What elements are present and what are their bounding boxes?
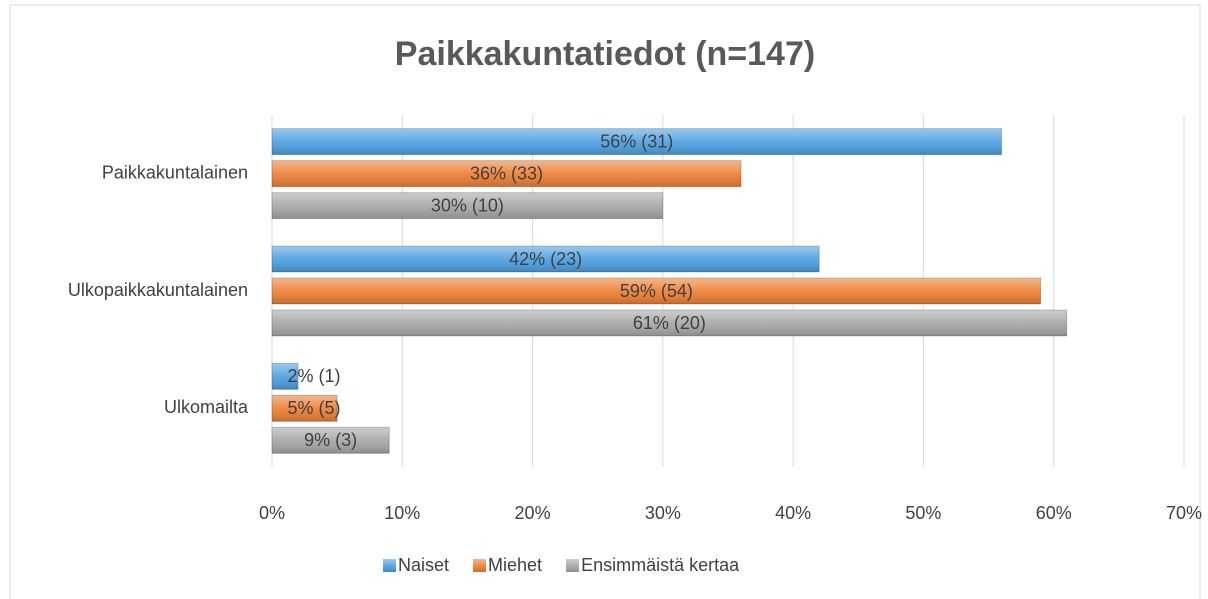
x-tick-label: 0%: [259, 503, 285, 523]
chart-title: Paikkakuntatiedot (n=147): [395, 35, 815, 73]
x-tick-label: 50%: [905, 503, 941, 523]
x-tick-label: 40%: [775, 503, 811, 523]
y-tick-label: Ulkomailta: [164, 397, 249, 417]
bar-shine: [271, 128, 1003, 156]
bar-shine: [271, 245, 820, 273]
data-label: 30% (10): [431, 195, 504, 215]
legend-label: Miehet: [488, 555, 542, 575]
legend-swatch-shine: [383, 559, 396, 572]
legend-label: Naiset: [398, 555, 449, 575]
bar-shine: [271, 160, 742, 188]
x-tick-label: 20%: [515, 503, 551, 523]
legend-swatch-shine: [473, 559, 487, 572]
x-tick-label: 10%: [384, 503, 420, 523]
data-label: 5% (5): [287, 398, 340, 418]
data-label: 56% (31): [600, 131, 673, 151]
bar-shine: [271, 362, 299, 390]
x-tick-label: 30%: [645, 503, 681, 523]
y-tick-label: Ulkopaikkakuntalainen: [68, 280, 248, 300]
data-label: 61% (20): [633, 313, 706, 333]
x-tick-label: 70%: [1166, 503, 1202, 523]
x-tick-label: 60%: [1036, 503, 1072, 523]
data-label: 2% (1): [287, 366, 340, 386]
data-label: 36% (33): [470, 163, 543, 183]
bar-shine: [271, 309, 1068, 337]
legend-swatch-shine: [566, 559, 580, 572]
bar-shine: [271, 394, 338, 422]
legend-label: Ensimmäistä kertaa: [581, 555, 740, 575]
data-label: 9% (3): [304, 430, 357, 450]
bar-shine: [271, 277, 1042, 305]
data-label: 59% (54): [620, 281, 693, 301]
y-tick-label: Paikkakuntalainen: [102, 162, 248, 182]
bar-shine: [271, 192, 664, 220]
bar-shine: [271, 426, 390, 454]
data-label: 42% (23): [509, 249, 582, 269]
